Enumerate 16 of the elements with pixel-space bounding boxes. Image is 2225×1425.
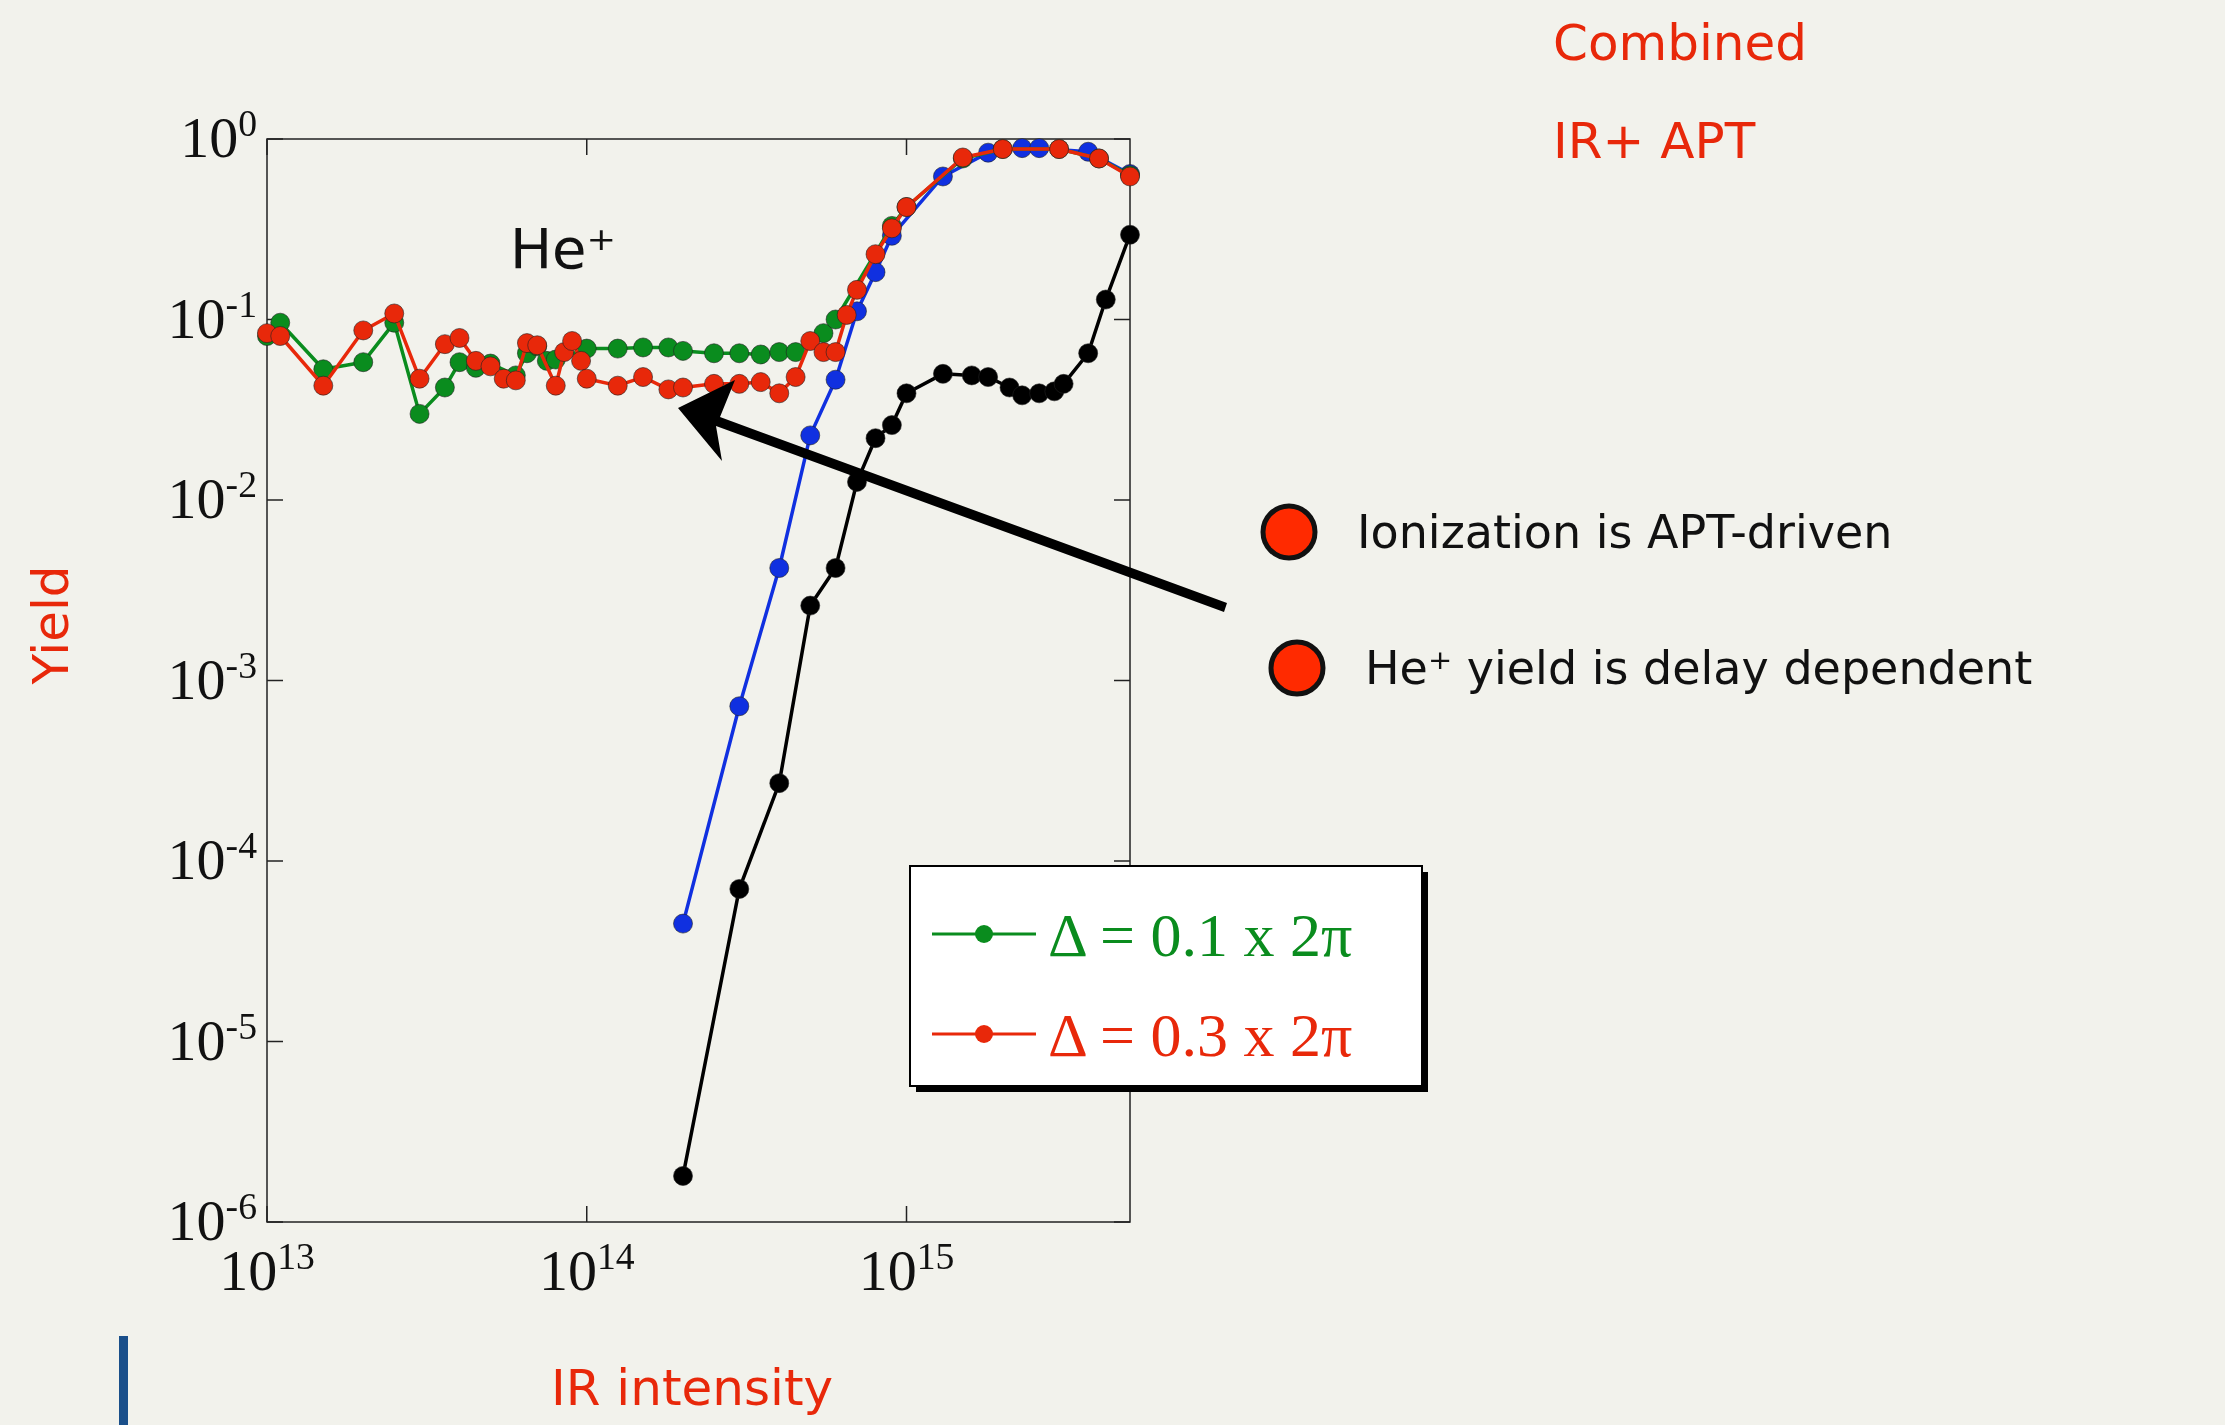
text: Combined IR+ APT — [1553, 14, 1808, 170]
y-tick-label: 10$^{-4}$ — [167, 824, 258, 892]
y-axis-title: Yield — [22, 565, 80, 686]
y-tick-label: 10$^{-1}$ — [167, 282, 257, 351]
y-tick-label: 10$^{0}$ — [180, 102, 257, 170]
y-tick-label: 10$^{-5}$ — [167, 1004, 257, 1073]
text: Ionization is APT-driven — [1357, 505, 1893, 559]
x-axis-title: IR intensity — [550, 1359, 834, 1417]
text: He⁺ yield is delay dependent — [1365, 641, 2033, 695]
legend-label: Δ = 0.1 x 2π — [1048, 901, 1353, 969]
y-tick-label: 10$^{-2}$ — [167, 463, 257, 531]
y-tick-label: 10$^{-3}$ — [167, 643, 257, 712]
legend-label: Δ = 0.3 x 2π — [1048, 1001, 1353, 1069]
annotation: He⁺ — [510, 216, 617, 281]
x-tick-label: 10$^{14}$ — [538, 1235, 635, 1303]
x-tick-label: 10$^{15}$ — [858, 1235, 955, 1303]
